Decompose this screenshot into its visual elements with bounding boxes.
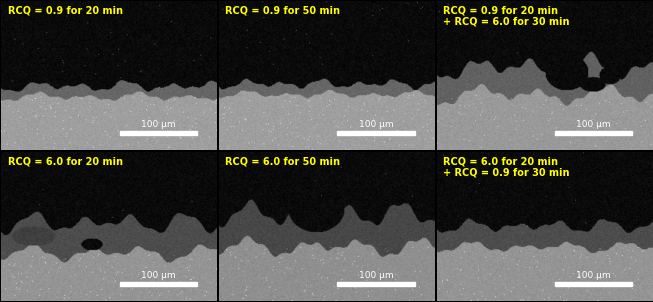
Text: 100 μm: 100 μm — [577, 120, 611, 129]
Bar — [119, 131, 197, 135]
Text: 100 μm: 100 μm — [141, 271, 176, 281]
Text: 100 μm: 100 μm — [358, 271, 393, 281]
Bar — [555, 131, 632, 135]
Bar — [337, 131, 415, 135]
Bar — [555, 282, 632, 286]
Text: RCQ = 6.0 for 20 min: RCQ = 6.0 for 20 min — [8, 156, 123, 166]
Text: RCQ = 6.0 for 50 min: RCQ = 6.0 for 50 min — [225, 156, 340, 166]
Text: RCQ = 0.9 for 20 min: RCQ = 0.9 for 20 min — [8, 5, 123, 15]
Bar — [119, 282, 197, 286]
Text: 100 μm: 100 μm — [141, 120, 176, 129]
Text: RCQ = 0.9 for 20 min
+ RCQ = 6.0 for 30 min: RCQ = 0.9 for 20 min + RCQ = 6.0 for 30 … — [443, 5, 569, 27]
Text: 100 μm: 100 μm — [358, 120, 393, 129]
Text: RCQ = 6.0 for 20 min
+ RCQ = 0.9 for 30 min: RCQ = 6.0 for 20 min + RCQ = 0.9 for 30 … — [443, 156, 569, 178]
Bar — [337, 282, 415, 286]
Text: 100 μm: 100 μm — [577, 271, 611, 281]
Text: RCQ = 0.9 for 50 min: RCQ = 0.9 for 50 min — [225, 5, 340, 15]
